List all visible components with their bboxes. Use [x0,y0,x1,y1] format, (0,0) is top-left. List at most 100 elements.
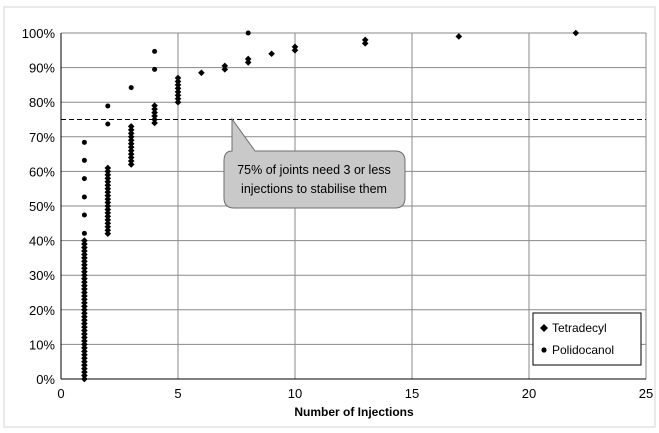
point-tetradecyl [81,351,88,359]
y-tick-label: 10% [29,337,55,352]
point-tetradecyl [81,323,88,331]
x-tick-label: 0 [57,386,64,401]
y-tick-label: 30% [29,268,55,283]
point-tetradecyl [127,126,135,134]
point-tetradecyl [81,271,88,279]
point-tetradecyl [127,136,135,144]
point-tetradecyl [127,130,135,137]
point-tetradecyl [174,91,182,99]
point-polidocanol [81,157,87,163]
point-tetradecyl [244,59,252,66]
point-tetradecyl [455,33,463,40]
point-tetradecyl [104,185,112,192]
point-tetradecyl [268,50,275,58]
point-tetradecyl [81,240,88,248]
point-tetradecyl [81,361,88,369]
point-tetradecyl [104,216,112,224]
point-tetradecyl [81,275,88,282]
annotation-line-2: injections to stabilise them [241,182,387,196]
point-tetradecyl [104,171,112,179]
point-tetradecyl [244,55,252,63]
x-tick-label: 20 [522,386,536,401]
y-tick-label: 0% [36,372,55,387]
point-polidocanol [105,103,111,109]
point-tetradecyl [81,254,88,262]
point-tetradecyl [104,202,112,210]
point-tetradecyl [104,188,112,196]
point-tetradecyl [127,143,135,151]
point-tetradecyl [221,66,229,73]
x-tick-label: 10 [288,386,302,401]
point-tetradecyl [81,309,88,317]
legend-label-tetradecyl: Tetradecyl [552,321,607,335]
y-tick-label: 40% [29,234,55,249]
point-tetradecyl [104,226,112,234]
legend: Tetradecyl Polidocanol [532,312,642,366]
point-tetradecyl [127,161,135,168]
point-tetradecyl [174,85,182,92]
point-tetradecyl [127,140,135,148]
point-tetradecyl [127,123,135,130]
point-tetradecyl [127,154,135,161]
point-polidocanol [152,48,158,54]
point-tetradecyl [151,119,158,127]
point-tetradecyl [81,268,88,276]
point-tetradecyl [81,261,88,269]
point-tetradecyl [81,303,88,310]
point-tetradecyl [151,109,158,116]
point-tetradecyl [104,164,112,172]
point-polidocanol [105,121,111,127]
point-tetradecyl [151,105,158,113]
x-tick-label: 5 [174,386,181,401]
y-tick-label: 80% [29,95,55,110]
point-tetradecyl [81,292,88,300]
legend-marker-tetradecyl [540,324,548,332]
plot-area: 0% 10% 20% 30% 40% 50% 60% 70% 80% 90% 100% 0 5 10 15 2… [22,26,653,401]
legend-marker-polidocanol [541,347,547,353]
point-tetradecyl [81,348,88,355]
point-tetradecyl [291,47,299,54]
point-tetradecyl [104,195,112,203]
point-tetradecyl [81,368,88,376]
point-tetradecyl [104,230,112,237]
point-tetradecyl [81,365,88,372]
point-polidocanol [81,139,87,145]
x-axis-title: Number of Injections [294,405,414,419]
point-tetradecyl [81,289,88,296]
point-tetradecyl [291,43,299,51]
point-tetradecyl [104,199,112,206]
x-tick-label: 15 [405,386,419,401]
point-tetradecyl [81,327,88,334]
y-tick-label: 70% [29,130,55,145]
point-polidocanol [152,66,158,72]
point-tetradecyl [174,78,182,85]
point-tetradecyl [151,116,158,123]
point-tetradecyl [81,330,88,338]
point-tetradecyl [174,74,182,82]
point-tetradecyl [104,175,112,182]
point-tetradecyl [81,344,88,352]
point-tetradecyl [174,98,182,106]
x-tick-label: 25 [639,386,653,401]
point-tetradecyl [174,88,182,96]
point-tetradecyl [104,168,112,175]
y-tick-label: 20% [29,303,55,318]
point-tetradecyl [81,375,88,383]
point-tetradecyl [127,157,135,165]
point-tetradecyl [81,306,88,314]
point-tetradecyl [127,147,135,154]
point-tetradecyl [81,237,88,244]
point-tetradecyl [361,40,369,47]
point-tetradecyl [104,220,112,227]
point-tetradecyl [81,285,88,293]
point-polidocanol [81,212,87,218]
point-tetradecyl [81,258,88,265]
y-tick-label: 100% [22,26,56,41]
point-tetradecyl [81,341,88,348]
point-tetradecyl [572,29,580,37]
point-tetradecyl [81,299,88,307]
point-tetradecyl [104,181,112,189]
point-tetradecyl [81,282,88,289]
point-tetradecyl [81,264,88,272]
